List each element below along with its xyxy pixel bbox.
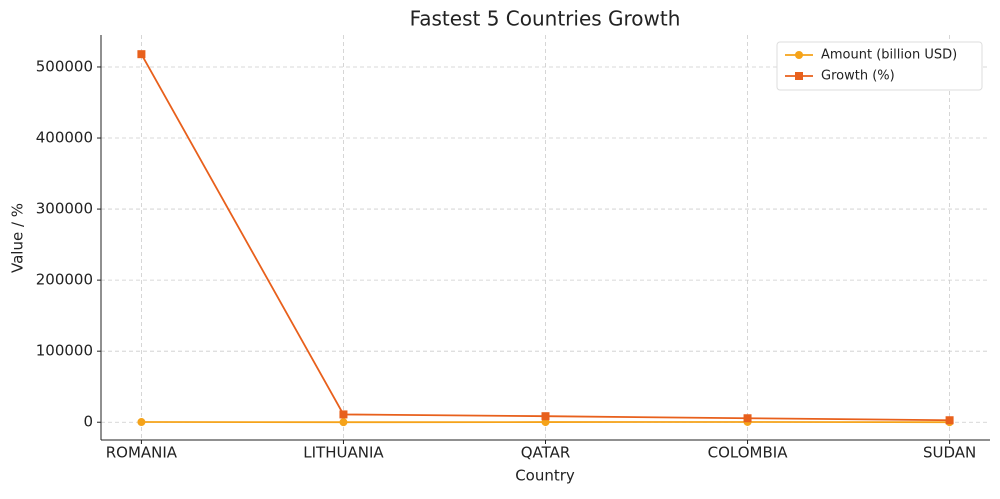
legend-label: Growth (%) bbox=[821, 69, 895, 84]
x-axis-label: Country bbox=[515, 467, 575, 485]
x-tick-label: ROMANIA bbox=[106, 444, 178, 462]
legend-label: Amount (billion USD) bbox=[821, 48, 957, 63]
marker bbox=[744, 414, 752, 422]
marker bbox=[542, 412, 550, 420]
y-tick-label: 400000 bbox=[36, 129, 93, 147]
marker bbox=[339, 418, 347, 426]
marker bbox=[339, 410, 347, 418]
marker bbox=[946, 416, 954, 424]
y-tick-label: 0 bbox=[83, 413, 93, 431]
x-tick-label: SUDAN bbox=[923, 444, 976, 462]
chart-title: Fastest 5 Countries Growth bbox=[410, 7, 681, 31]
y-tick-label: 200000 bbox=[36, 271, 93, 289]
x-tick-label: COLOMBIA bbox=[708, 444, 789, 462]
x-tick-label: QATAR bbox=[521, 444, 571, 462]
grid bbox=[101, 35, 990, 440]
marker bbox=[795, 51, 803, 59]
x-tick-label: LITHUANIA bbox=[303, 444, 384, 462]
y-tick-label: 100000 bbox=[36, 342, 93, 360]
y-tick-label: 500000 bbox=[36, 57, 93, 75]
legend: Amount (billion USD) Growth (%) bbox=[777, 42, 982, 90]
marker bbox=[795, 72, 803, 80]
marker bbox=[137, 418, 145, 426]
y-tick-label: 300000 bbox=[36, 200, 93, 218]
y-axis-label: Value / % bbox=[9, 203, 27, 273]
marker bbox=[137, 50, 145, 58]
